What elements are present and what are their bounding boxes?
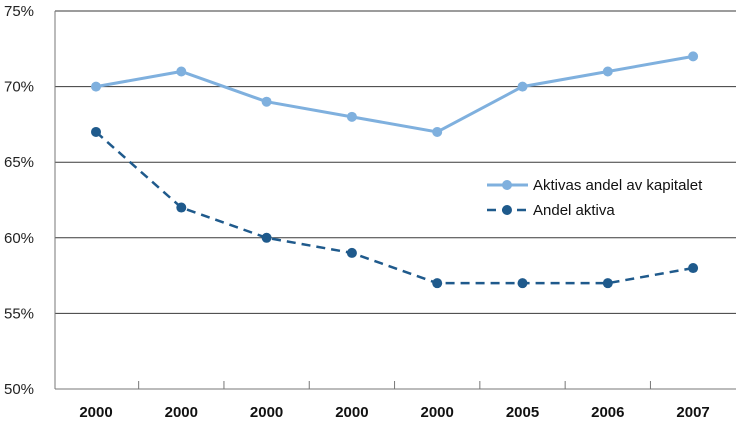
series-0-point-0 <box>91 81 101 92</box>
y-tick-label-70: 70% <box>4 79 34 96</box>
x-axis: 2000 2000 2000 2000 2000 2005 2006 2007 <box>55 381 736 421</box>
series-1-point-0 <box>91 126 101 137</box>
series-1-point-6 <box>602 278 613 289</box>
x-tick-label-7: 2007 <box>676 404 709 421</box>
legend: Aktivas andel av kapitalet Andel aktiva <box>487 177 703 219</box>
legend-label-0: Aktivas andel av kapitalet <box>533 177 703 194</box>
series-1-point-4 <box>432 278 443 289</box>
series-1-point-5 <box>517 278 528 289</box>
x-tick-label-4: 2000 <box>421 404 454 421</box>
series-0-point-4 <box>432 126 443 137</box>
series-line-0 <box>95 54 694 134</box>
y-tick-label-75: 75% <box>4 3 34 20</box>
x-tick-label-5: 2005 <box>506 404 539 421</box>
y-tick-label-65: 65% <box>4 154 34 171</box>
series-1-point-3 <box>346 247 357 258</box>
series-0-point-6 <box>602 66 613 77</box>
series-line-1 <box>95 131 694 285</box>
series-1-point-2 <box>261 232 272 243</box>
x-tick-label-1: 2000 <box>165 404 198 421</box>
y-tick-label-60: 60% <box>4 230 34 247</box>
legend-marker-0 <box>502 180 512 190</box>
y-tick-label-55: 55% <box>4 305 34 322</box>
y-tick-label-50: 50% <box>4 381 34 398</box>
x-tick-label-3: 2000 <box>335 404 368 421</box>
series-1-point-7 <box>688 263 699 274</box>
series-0-point-1 <box>176 66 187 77</box>
y-axis-ticks: 50% 55% 60% 65% 70% 75% <box>4 3 34 398</box>
series-group <box>91 51 699 289</box>
series-0-point-7 <box>688 51 699 62</box>
series-0-point-5 <box>517 81 528 92</box>
legend-marker-1 <box>502 205 512 215</box>
series-1-point-1 <box>176 202 187 213</box>
x-tick-label-2: 2000 <box>250 404 283 421</box>
legend-label-1: Andel aktiva <box>533 202 615 219</box>
series-0-point-2 <box>261 96 272 107</box>
x-tick-label-6: 2006 <box>591 404 624 421</box>
x-tick-label-0: 2000 <box>79 404 112 421</box>
series-0-point-3 <box>346 111 357 122</box>
gridlines <box>54 10 736 389</box>
